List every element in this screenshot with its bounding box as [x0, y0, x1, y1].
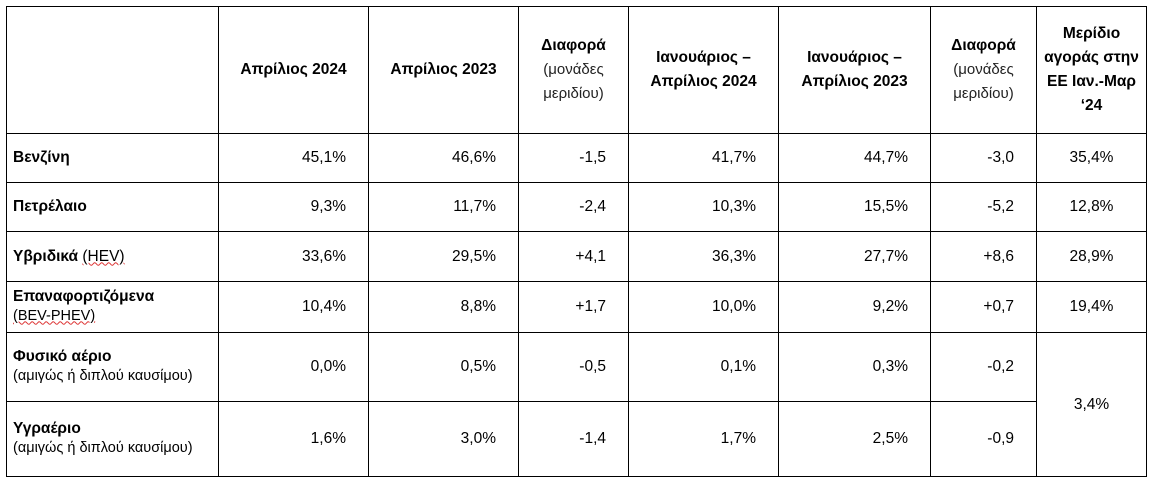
row-label: Υγραέριο (αμιγώς ή διπλού καυσίμου)	[6, 401, 219, 477]
table-row: Βενζίνη 45,1% 46,6% -1,5 41,7% 44,7% -3,0 35,4%	[6, 133, 1147, 183]
table-row: Πετρέλαιο 9,3% 11,7% -2,4 10,3% 15,5% -5,2 12,8…	[6, 182, 1147, 232]
row-label: Επαναφορτιζόμενα (BEV-PHEV)	[6, 281, 219, 333]
row-label-note: (αμιγώς ή διπλού καυσίμου)	[13, 439, 193, 456]
value-cell: 1,6%	[218, 401, 369, 477]
header-cell: Απρίλιος 2023	[368, 6, 519, 134]
row-label-note: (BEV-PHEV)	[13, 307, 96, 324]
header-title: Μερίδιο αγοράς στην ΕΕ Ιαν.-Μαρ ‘24	[1044, 25, 1139, 114]
value-cell: 8,8%	[368, 281, 519, 333]
header-note: (μονάδες μεριδίου)	[953, 61, 1014, 102]
row-label-text: Πετρέλαιο	[13, 198, 87, 215]
value-cell: +8,6	[930, 231, 1037, 282]
table-body: Βενζίνη 45,1% 46,6% -1,5 41,7% 44,7% -3,0 35,4%…	[6, 133, 1147, 477]
value-cell: 10,3%	[628, 182, 779, 232]
row-label-text: Υβριδικά	[13, 247, 79, 265]
value-cell: 2,5%	[778, 401, 931, 477]
row-label-note: (αμιγώς ή διπλού καυσίμου)	[13, 367, 193, 384]
value-cell: 9,2%	[778, 281, 931, 333]
row-label: Βενζίνη	[6, 133, 219, 183]
value-cell: 27,7%	[778, 231, 931, 282]
share-cell: 28,9%	[1036, 231, 1147, 282]
value-cell: +0,7	[930, 281, 1037, 333]
header-cell: Ιανουάριος – Απρίλιος 2024	[628, 6, 779, 134]
corner-cell	[6, 6, 219, 134]
value-cell: 15,5%	[778, 182, 931, 232]
header-title: Απρίλιος 2023	[390, 61, 497, 78]
value-cell: +1,7	[518, 281, 629, 333]
value-cell: -0,9	[930, 401, 1037, 477]
value-cell: 9,3%	[218, 182, 369, 232]
row-label-text: Υγραέριο	[13, 419, 81, 437]
header-note: (μονάδες μεριδίου)	[543, 61, 604, 102]
value-cell: 46,6%	[368, 133, 519, 183]
value-cell: 44,7%	[778, 133, 931, 183]
header-cell: Διαφορά (μονάδες μεριδίου)	[930, 6, 1037, 134]
table-row: Επαναφορτιζόμενα (BEV-PHEV) 10,4% 8,8% +1,7 1…	[6, 281, 1147, 333]
value-cell: 36,3%	[628, 231, 779, 282]
value-cell: 3,0%	[368, 401, 519, 477]
share-cell: 35,4%	[1036, 133, 1147, 183]
header-cell: Διαφορά (μονάδες μεριδίου)	[518, 6, 629, 134]
value-cell: 41,7%	[628, 133, 779, 183]
header-row: Απρίλιος 2024 Απρίλιος 2023 Διαφορά (μονάδε…	[6, 6, 1147, 134]
value-cell: 0,3%	[778, 332, 931, 402]
value-cell: +4,1	[518, 231, 629, 282]
header-title: Απρίλιος 2024	[240, 61, 347, 78]
data-table: Απρίλιος 2024 Απρίλιος 2023 Διαφορά (μονάδε…	[6, 6, 1147, 477]
value-cell: 10,0%	[628, 281, 779, 333]
row-label-text: Επαναφορτιζόμενα	[13, 287, 155, 305]
header-title: Ιανουάριος – Απρίλιος 2023	[801, 49, 908, 90]
value-cell: 0,5%	[368, 332, 519, 402]
value-cell: -0,2	[930, 332, 1037, 402]
value-cell: 29,5%	[368, 231, 519, 282]
share-cell: 19,4%	[1036, 281, 1147, 333]
header-cell: Ιανουάριος – Απρίλιος 2023	[778, 6, 931, 134]
row-label-text: Βενζίνη	[13, 149, 70, 166]
value-cell: 0,1%	[628, 332, 779, 402]
value-cell: -1,4	[518, 401, 629, 477]
value-cell: -0,5	[518, 332, 629, 402]
row-label: Φυσικό αέριο (αμιγώς ή διπλού καυσίμου)	[6, 332, 219, 402]
merged-share-cell: 3,4%	[1036, 332, 1147, 477]
row-label: Υβριδικά (HEV)	[6, 231, 219, 282]
row-label-text: Φυσικό αέριο	[13, 347, 112, 365]
row-label-note: (HEV)	[82, 247, 125, 265]
value-cell: 0,0%	[218, 332, 369, 402]
header-title: Διαφορά	[951, 37, 1016, 54]
table-row: Υβριδικά (HEV) 33,6% 29,5% +4,1 36,3% 27,7% +8…	[6, 231, 1147, 282]
header-cell: Απρίλιος 2024	[218, 6, 369, 134]
table-row: Υγραέριο (αμιγώς ή διπλού καυσίμου) 1,6% 3,…	[6, 401, 1147, 477]
row-label: Πετρέλαιο	[6, 182, 219, 232]
value-cell: 10,4%	[218, 281, 369, 333]
value-cell: -5,2	[930, 182, 1037, 232]
value-cell: -1,5	[518, 133, 629, 183]
header-cell: Μερίδιο αγοράς στην ΕΕ Ιαν.-Μαρ ‘24	[1036, 6, 1147, 134]
header-title: Ιανουάριος – Απρίλιος 2024	[650, 49, 757, 90]
value-cell: 11,7%	[368, 182, 519, 232]
value-cell: -3,0	[930, 133, 1037, 183]
header-title: Διαφορά	[541, 37, 606, 54]
value-cell: 45,1%	[218, 133, 369, 183]
share-cell: 12,8%	[1036, 182, 1147, 232]
value-cell: 1,7%	[628, 401, 779, 477]
value-cell: -2,4	[518, 182, 629, 232]
value-cell: 33,6%	[218, 231, 369, 282]
table-row: Φυσικό αέριο (αμιγώς ή διπλού καυσίμου) 0,…	[6, 332, 1147, 477]
